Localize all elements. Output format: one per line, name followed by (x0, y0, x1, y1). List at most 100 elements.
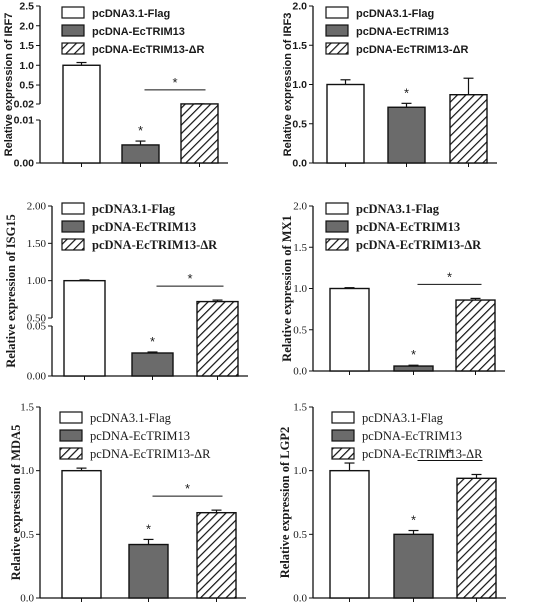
trim13-bar (131, 352, 174, 377)
y-tick-label: 1.5 (19, 40, 34, 52)
y-tick-label: 2.5 (19, 1, 34, 13)
y-tick-label: 2.00 (27, 201, 47, 213)
trim13-bar (387, 106, 426, 164)
legend-key-trim13-deltaR (325, 42, 349, 55)
y-tick-label: 1.50 (27, 238, 47, 250)
y-tick-label: 0.01 (14, 115, 35, 127)
legend-label-control: pcDNA3.1-Flag (356, 202, 440, 216)
control-bar (326, 83, 365, 164)
legend-key-trim13 (325, 24, 349, 37)
y-axis-title: Relative expression of ISG15 (4, 214, 18, 368)
y-tick-label: 0.0 (292, 158, 307, 170)
y-tick-label: 0.0 (293, 366, 307, 378)
trim13-deltaR-bar (196, 511, 237, 599)
legend-label-trim13: pcDNA-EcTRIM13 (92, 26, 185, 38)
y-tick-label: 0.5 (19, 80, 34, 92)
y-axis-title: Relative expression of IRF7 (3, 13, 15, 157)
chart-panel-5: 0.0 0.5 1.0 1.5 Relative expression of MDA5 *… (9, 402, 246, 603)
legend-label-trim13: pcDNA-EcTRIM13 (90, 429, 190, 443)
y-tick-label: 1.00 (27, 275, 47, 287)
trim13-deltaR-bar (449, 94, 488, 164)
legend-label-control: pcDNA3.1-Flag (362, 411, 444, 425)
y-axis-title: Relative expression of MX1 (280, 215, 294, 362)
y-tick-label: 0.00 (14, 158, 35, 170)
legend-label-trim13: pcDNA-EcTRIM13 (356, 220, 460, 234)
legend-label-trim13: pcDNA-EcTRIM13 (356, 26, 449, 38)
legend-label-control: pcDNA3.1-Flag (92, 202, 176, 216)
trim13-bar (393, 533, 434, 599)
y-tick-label: 1.0 (19, 60, 34, 72)
y-tick-label: 2.0 (293, 201, 307, 213)
chart-panel-1: 0.00 0.01 0.02 0.5 1.0 1.5 2.0 2.5 Relative expr… (3, 1, 228, 170)
legend-label-control: pcDNA3.1-Flag (90, 411, 172, 425)
significance-bracket-star: * (187, 271, 192, 286)
y-tick-label: 1.0 (292, 79, 307, 91)
legend-label-trim13-deltaR: pcDNA-EcTRIM13-ΔR (90, 447, 211, 461)
y-tick-label: 1.0 (20, 465, 34, 477)
legend-key-control (61, 202, 85, 215)
y-tick-label: 2.0 (292, 1, 307, 13)
significance-bracket-star: * (172, 75, 177, 90)
legend-label-trim13: pcDNA-EcTRIM13 (362, 429, 462, 443)
legend-key-trim13-deltaR (325, 238, 349, 251)
legend-key-control (59, 411, 83, 424)
y-tick-label: 1.5 (293, 242, 307, 254)
y-tick-label: 0.05 (27, 321, 47, 333)
legend-key-trim13-deltaR (61, 238, 85, 251)
legend-key-trim13 (59, 429, 83, 442)
significance-star: * (411, 347, 416, 362)
trim13-deltaR-bar (456, 477, 497, 599)
y-tick-label: 1.5 (292, 40, 307, 52)
y-tick-label: 0.5 (292, 118, 307, 130)
legend-key-control (61, 6, 85, 19)
y-tick-label: 0.5 (20, 529, 34, 541)
y-tick-label: 0.0 (20, 593, 34, 603)
significance-star: * (150, 334, 155, 349)
trim13-deltaR-bar (455, 299, 496, 372)
trim13-bar (121, 144, 160, 164)
y-tick-label: 1.5 (293, 402, 307, 414)
y-tick-label: 0.5 (293, 324, 307, 336)
y-axis-title: Relative expression of IRF3 (282, 13, 294, 157)
control-bar (63, 279, 106, 377)
legend-key-trim13 (325, 220, 349, 233)
legend-key-control (325, 202, 349, 215)
trim13-deltaR-bar (180, 103, 219, 164)
significance-bracket-star: * (185, 481, 190, 496)
legend-key-trim13-deltaR (59, 447, 83, 460)
y-axis-title: Relative expression of LGP2 (278, 427, 292, 579)
y-tick-label: 1.5 (20, 402, 34, 414)
legend-key-trim13-deltaR (331, 447, 355, 460)
significance-bracket-star: * (447, 445, 452, 460)
legend-key-control (331, 411, 355, 424)
legend-key-trim13-deltaR (61, 42, 85, 55)
trim13-bar (393, 365, 434, 372)
significance-star: * (138, 123, 143, 138)
legend-key-control (325, 6, 349, 19)
significance-star: * (146, 521, 151, 536)
y-tick-label: 2.0 (19, 20, 34, 32)
chart-panel-6: 0.0 0.5 1.0 1.5 Relative expression of LGP2 *… (278, 402, 506, 603)
control-bar (61, 469, 102, 599)
chart-panel-4: 0.0 0.5 1.0 1.5 2.0 Relative expression of MX… (280, 201, 505, 378)
legend-label-trim13-deltaR: pcDNA-EcTRIM13-ΔR (92, 238, 218, 252)
y-tick-label: 1.0 (293, 465, 307, 477)
legend-label-trim13-deltaR: pcDNA-EcTRIM13-ΔR (356, 238, 482, 252)
significance-bracket-star: * (447, 269, 452, 284)
legend-label-trim13: pcDNA-EcTRIM13 (92, 220, 196, 234)
significance-star: * (411, 513, 416, 528)
trim13-deltaR-bar (196, 300, 239, 377)
legend-key-trim13 (331, 429, 355, 442)
control-bar (62, 64, 101, 164)
y-tick-label: 0.02 (14, 99, 35, 111)
chart-panel-3: 0.00 0.050.50 1.00 1.50 2.00 Relative express… (4, 201, 248, 383)
control-bar (329, 469, 370, 599)
legend-key-trim13 (61, 24, 85, 37)
y-tick-label: 1.0 (293, 283, 307, 295)
significance-star: * (404, 85, 409, 100)
legend-label-trim13-deltaR: pcDNA-EcTRIM13-ΔR (92, 44, 204, 56)
legend-label-control: pcDNA3.1-Flag (356, 8, 434, 20)
control-bar (329, 287, 370, 372)
